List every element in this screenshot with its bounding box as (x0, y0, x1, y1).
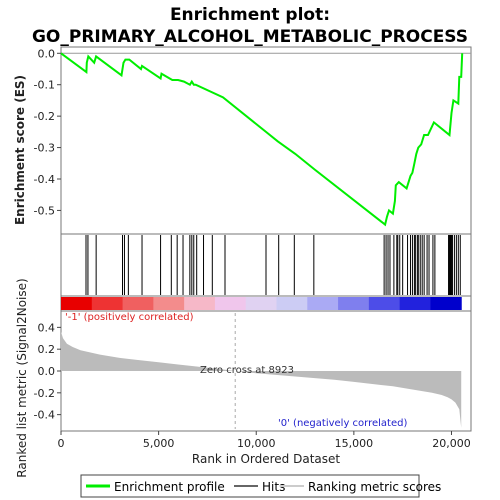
x-tick-label: 0 (58, 437, 65, 450)
x-tick-label: 5,000 (143, 437, 175, 450)
title-line-1: Enrichment plot: (170, 5, 330, 25)
ranking-metric-area (61, 331, 462, 428)
positive-annotation: '-1' (positively correlated) (65, 312, 194, 323)
metric-y-tick-label: 0.2 (38, 343, 56, 356)
legend-hits-label: Hits (262, 480, 285, 494)
metric-y-tick-label: -0.2 (34, 387, 55, 400)
heat-band (276, 297, 308, 310)
es-panel (60, 46, 472, 235)
metric-y-tick-label: -0.4 (34, 409, 55, 422)
heat-band (430, 297, 462, 310)
heat-band (153, 297, 185, 310)
es-y-tick-label: -0.5 (34, 204, 55, 217)
metric-axis-label: Ranked list metric (Signal2Noise) (15, 278, 29, 477)
es-y-tick-label: -0.3 (34, 142, 55, 155)
legend-enrichment-label: Enrichment profile (114, 480, 225, 494)
negative-annotation: '0' (negatively correlated) (278, 418, 407, 429)
title-line-2: GO_PRIMARY_ALCOHOL_METABOLIC_PROCESS (32, 27, 468, 47)
enrichment-profile-line (60, 52, 464, 227)
heat-band (122, 297, 154, 310)
es-axis-label: Enrichment score (ES) (13, 75, 27, 225)
heat-band (245, 297, 278, 310)
heat-band (338, 297, 370, 310)
x-tick-label: 10,000 (237, 437, 276, 450)
legend-metric-label: Ranking metric scores (308, 480, 441, 494)
x-axis-label: Rank in Ordered Dataset (192, 452, 340, 466)
heat-band (61, 297, 93, 310)
es-y-tick-label: 0.0 (38, 47, 56, 60)
es-y-tick-label: -0.4 (34, 173, 55, 186)
x-tick-label: 20,000 (432, 437, 471, 450)
heat-band (399, 297, 431, 310)
heat-band (307, 297, 339, 310)
heat-band (184, 297, 216, 310)
heat-band (214, 297, 247, 310)
heat-band (91, 297, 124, 310)
x-tick-label: 15,000 (335, 437, 374, 450)
es-y-tick-label: -0.2 (34, 110, 55, 123)
metric-y-tick-label: 0.4 (38, 321, 56, 334)
zero-cross-annotation: Zero cross at 8923 (200, 365, 294, 376)
metric-y-tick-label: 0.0 (38, 365, 56, 378)
heat-band (368, 297, 401, 310)
es-y-tick-label: -0.1 (34, 79, 55, 92)
